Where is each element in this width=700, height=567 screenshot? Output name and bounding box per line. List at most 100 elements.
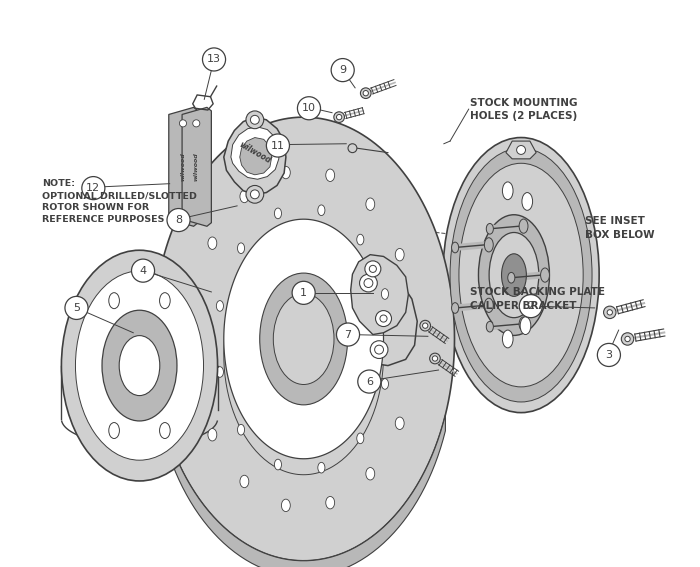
- Ellipse shape: [237, 243, 244, 253]
- Circle shape: [348, 144, 357, 153]
- Circle shape: [298, 97, 321, 120]
- Ellipse shape: [274, 208, 281, 219]
- Text: 7: 7: [344, 329, 351, 340]
- Circle shape: [380, 315, 387, 322]
- Circle shape: [82, 176, 105, 200]
- Text: 11: 11: [271, 141, 285, 150]
- Ellipse shape: [459, 163, 583, 387]
- Polygon shape: [231, 127, 279, 179]
- Circle shape: [251, 190, 259, 199]
- Circle shape: [292, 281, 315, 304]
- Polygon shape: [224, 219, 384, 459]
- Text: 3: 3: [606, 350, 612, 360]
- Ellipse shape: [208, 429, 217, 441]
- Circle shape: [246, 111, 264, 129]
- Ellipse shape: [108, 293, 120, 308]
- Ellipse shape: [281, 499, 290, 511]
- Circle shape: [337, 115, 342, 120]
- Ellipse shape: [160, 422, 170, 438]
- Circle shape: [202, 48, 225, 71]
- Circle shape: [193, 120, 200, 127]
- Text: 2: 2: [527, 301, 534, 311]
- Ellipse shape: [208, 237, 217, 249]
- Circle shape: [423, 323, 428, 328]
- Ellipse shape: [190, 366, 199, 379]
- Ellipse shape: [395, 248, 404, 261]
- Ellipse shape: [520, 317, 531, 335]
- Circle shape: [363, 91, 368, 96]
- Ellipse shape: [357, 433, 364, 444]
- Text: 9: 9: [339, 65, 346, 75]
- Text: 4: 4: [139, 266, 146, 276]
- Ellipse shape: [486, 223, 493, 234]
- Circle shape: [358, 370, 381, 393]
- Circle shape: [433, 356, 438, 361]
- Circle shape: [331, 58, 354, 82]
- Text: 10: 10: [302, 103, 316, 113]
- Circle shape: [251, 115, 259, 124]
- Ellipse shape: [503, 330, 513, 348]
- Text: 5: 5: [73, 303, 80, 313]
- Text: wilwood: wilwood: [181, 153, 186, 181]
- Text: 1: 1: [300, 288, 307, 298]
- Ellipse shape: [489, 232, 539, 318]
- Circle shape: [267, 134, 290, 157]
- Circle shape: [246, 185, 264, 203]
- Ellipse shape: [540, 268, 550, 282]
- Ellipse shape: [484, 298, 494, 312]
- Circle shape: [365, 261, 381, 277]
- Ellipse shape: [190, 299, 199, 311]
- Ellipse shape: [501, 254, 526, 297]
- Circle shape: [607, 310, 612, 315]
- Ellipse shape: [62, 250, 218, 481]
- Ellipse shape: [216, 301, 223, 311]
- Ellipse shape: [240, 475, 248, 488]
- Circle shape: [167, 209, 190, 231]
- Ellipse shape: [119, 336, 160, 396]
- Circle shape: [517, 146, 526, 154]
- Polygon shape: [506, 141, 536, 159]
- Ellipse shape: [452, 303, 458, 314]
- Circle shape: [430, 353, 440, 364]
- Text: wilwood: wilwood: [194, 153, 199, 181]
- Circle shape: [364, 278, 373, 287]
- Ellipse shape: [102, 310, 177, 421]
- Ellipse shape: [160, 293, 170, 308]
- Circle shape: [622, 333, 634, 345]
- Ellipse shape: [216, 367, 223, 377]
- Circle shape: [179, 120, 186, 127]
- Polygon shape: [351, 255, 408, 335]
- Ellipse shape: [366, 198, 375, 210]
- Ellipse shape: [395, 417, 404, 429]
- Ellipse shape: [484, 238, 494, 252]
- Ellipse shape: [382, 379, 388, 390]
- Ellipse shape: [503, 182, 513, 200]
- Ellipse shape: [326, 497, 335, 509]
- Polygon shape: [240, 138, 272, 175]
- Ellipse shape: [479, 215, 550, 336]
- Circle shape: [132, 259, 155, 282]
- Ellipse shape: [76, 271, 204, 460]
- Ellipse shape: [443, 138, 599, 413]
- Circle shape: [597, 344, 620, 366]
- Circle shape: [337, 323, 360, 346]
- Circle shape: [603, 306, 616, 319]
- Polygon shape: [182, 107, 211, 226]
- Circle shape: [625, 336, 630, 342]
- Ellipse shape: [273, 294, 334, 384]
- Circle shape: [370, 341, 388, 358]
- Ellipse shape: [519, 219, 528, 233]
- Polygon shape: [169, 107, 198, 226]
- Text: wilwood: wilwood: [237, 140, 272, 166]
- Ellipse shape: [108, 422, 120, 438]
- Ellipse shape: [274, 459, 281, 470]
- Text: STOCK MOUNTING
HOLES (2 PLACES): STOCK MOUNTING HOLES (2 PLACES): [470, 98, 578, 121]
- Circle shape: [519, 295, 542, 318]
- Circle shape: [334, 112, 344, 122]
- Text: NOTE:
OPTIONAL DRILLED/SLOTTED
ROTOR SHOWN FOR
REFERENCE PURPOSES: NOTE: OPTIONAL DRILLED/SLOTTED ROTOR SHO…: [42, 179, 197, 223]
- Polygon shape: [153, 117, 454, 561]
- Ellipse shape: [382, 289, 388, 299]
- Ellipse shape: [318, 462, 325, 473]
- Ellipse shape: [519, 317, 528, 331]
- Text: 8: 8: [175, 215, 182, 225]
